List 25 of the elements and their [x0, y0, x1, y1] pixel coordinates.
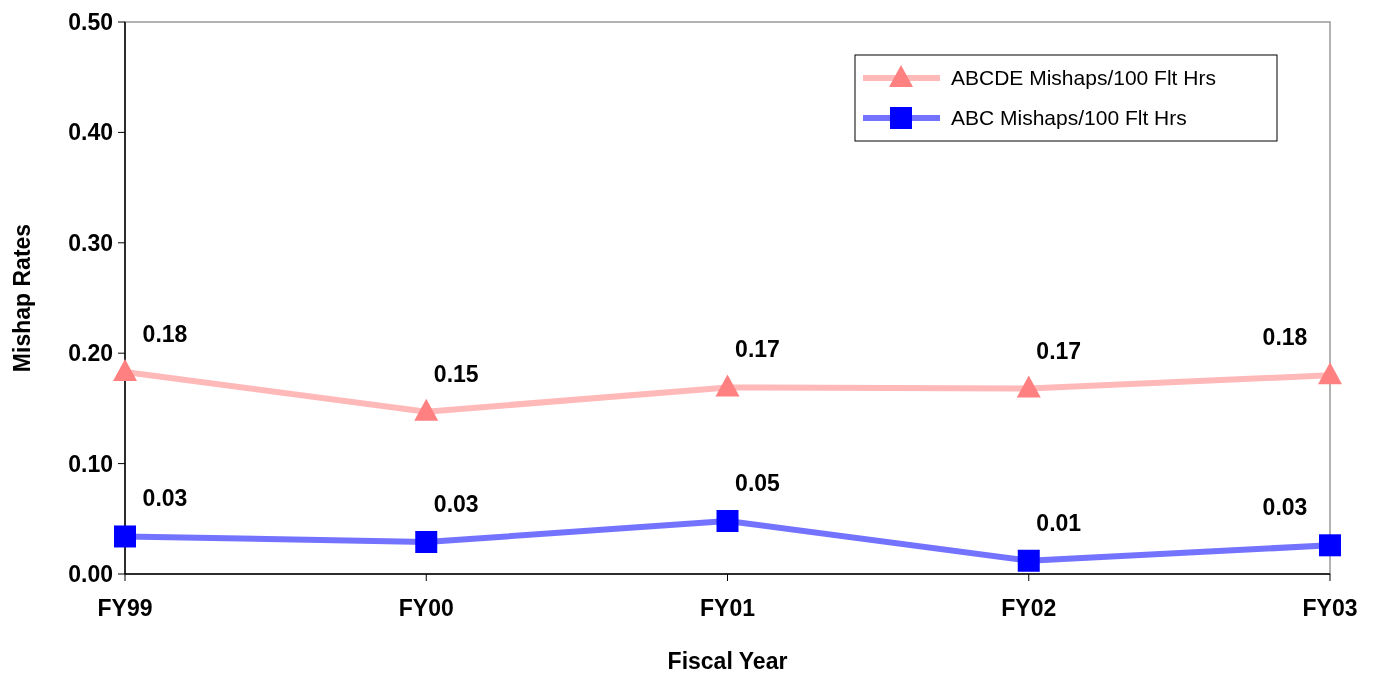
legend-label: ABC Mishaps/100 Flt Hrs	[951, 106, 1187, 130]
x-tick-label: FY00	[398, 595, 454, 621]
data-label: 0.03	[142, 485, 188, 512]
data-label: 0.03	[1262, 494, 1308, 521]
data-label: 0.15	[433, 360, 479, 387]
x-tick-label: FY03	[1302, 595, 1358, 621]
y-tick-label: 0.40	[68, 119, 113, 146]
x-tick-label: FY99	[97, 595, 153, 621]
legend-label: ABCDE Mishaps/100 Flt Hrs	[951, 66, 1216, 90]
y-tick-label: 0.00	[68, 561, 113, 588]
y-tick-label: 0.10	[68, 450, 113, 477]
y-tick-label: 0.50	[68, 9, 113, 36]
data-label: 0.03	[433, 490, 479, 517]
y-tick-label: 0.20	[68, 340, 113, 367]
x-axis-title: Fiscal Year	[667, 648, 788, 674]
data-label: 0.18	[1262, 324, 1308, 351]
data-label: 0.01	[1036, 509, 1082, 536]
data-label: 0.17	[1036, 337, 1082, 364]
data-label: 0.17	[735, 336, 780, 363]
x-tick-label: FY01	[700, 595, 756, 621]
data-label: 0.18	[142, 320, 188, 347]
data-label: 0.05	[735, 470, 781, 497]
x-tick-label: FY02	[1001, 595, 1057, 621]
y-axis-title: Mishap Rates	[9, 223, 35, 373]
y-tick-label: 0.30	[68, 229, 113, 256]
